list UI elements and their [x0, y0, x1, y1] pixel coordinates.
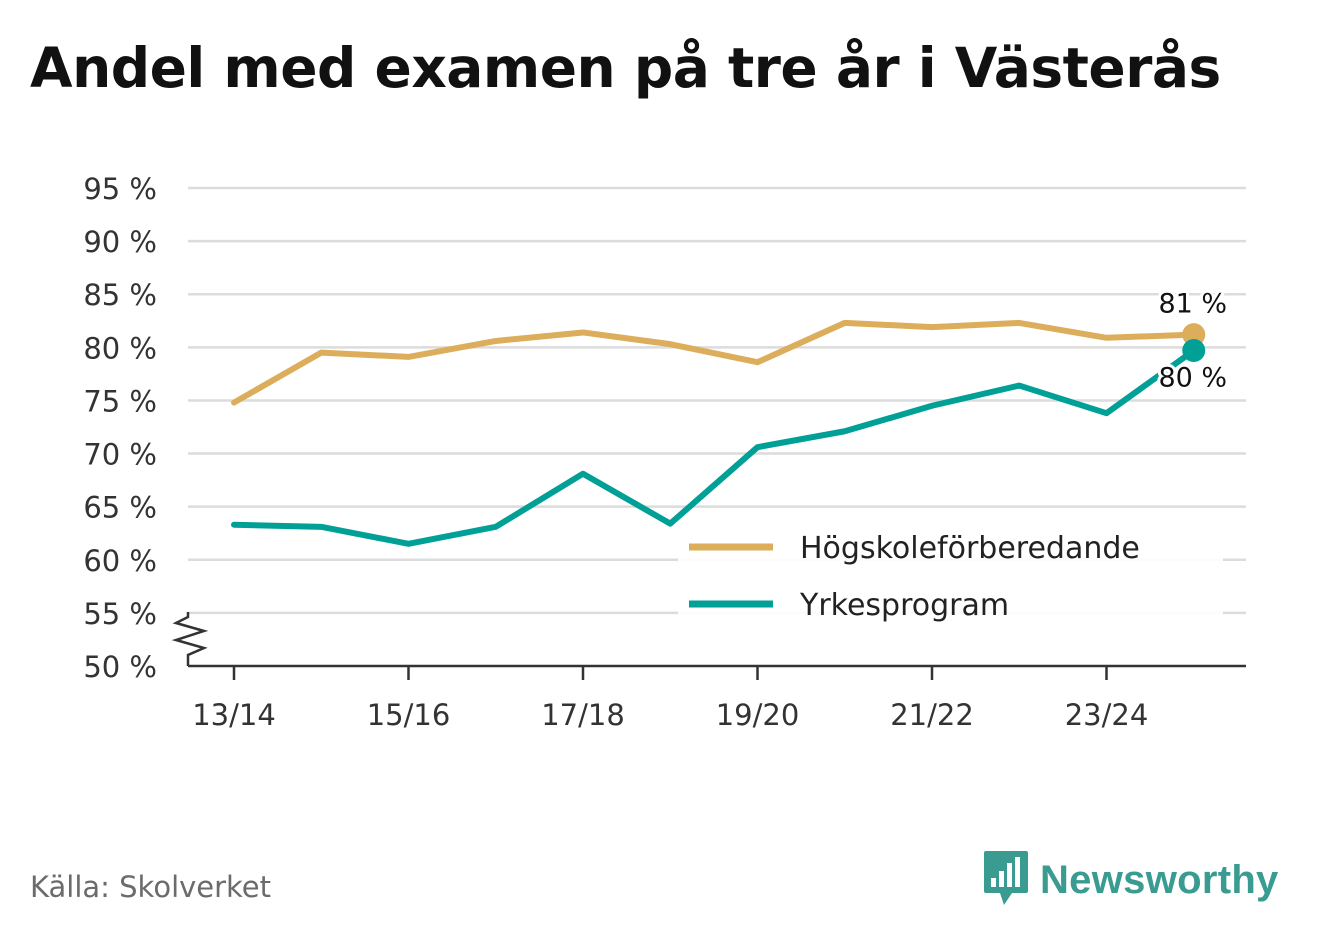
series-end-point — [1182, 323, 1206, 347]
x-tick-label: 21/22 — [890, 698, 974, 732]
series-lines — [231, 319, 1206, 547]
y-axis-ticks: 50 % 55 % 60 % 65 % 70 % 75 % 80 % 85 % 90 % 95 % — [83, 172, 157, 684]
x-tick-label: 15/16 — [367, 698, 451, 732]
x-axis-ticks: 13/14 15/16 17/18 19/20 21/22 23/24 — [192, 666, 1148, 732]
series-end-point — [1182, 339, 1206, 363]
brand-logo: Newsworthy — [982, 848, 1279, 912]
y-tick-label: 65 % — [83, 491, 157, 525]
y-tick-label: 90 % — [83, 225, 157, 259]
data-label: 81 % — [1158, 289, 1227, 320]
y-tick-label: 70 % — [83, 438, 157, 472]
y-tick-label: 75 % — [83, 384, 157, 418]
axes — [171, 612, 1246, 668]
data-label: 80 % — [1158, 363, 1227, 394]
y-tick-label: 60 % — [83, 544, 157, 578]
x-tick-label: 13/14 — [192, 698, 276, 732]
axis-break — [171, 612, 209, 666]
series-line — [231, 319, 1197, 406]
y-tick-label: 85 % — [83, 278, 157, 312]
x-tick-label: 23/24 — [1065, 698, 1149, 732]
chart-title: Andel med examen på tre år i Västerås — [30, 36, 1221, 100]
y-tick-label: 50 % — [83, 650, 157, 684]
legend-label: Yrkesprogram — [799, 588, 1009, 623]
source-note: Källa: Skolverket — [30, 870, 272, 904]
brand-name: Newsworthy — [1040, 857, 1279, 902]
legend-label: Högskoleförberedande — [800, 531, 1140, 566]
y-tick-label: 80 % — [83, 331, 157, 365]
legend: Högskoleförberedande Yrkesprogram — [678, 520, 1223, 623]
end-labels: 81 % 80 % — [1155, 286, 1230, 397]
series-line — [231, 347, 1197, 547]
y-tick-label: 55 % — [83, 597, 157, 631]
x-tick-label: 17/18 — [541, 698, 625, 732]
x-tick-label: 19/20 — [716, 698, 800, 732]
newsworthy-logo-icon — [984, 851, 1028, 905]
y-tick-label: 95 % — [83, 172, 157, 206]
